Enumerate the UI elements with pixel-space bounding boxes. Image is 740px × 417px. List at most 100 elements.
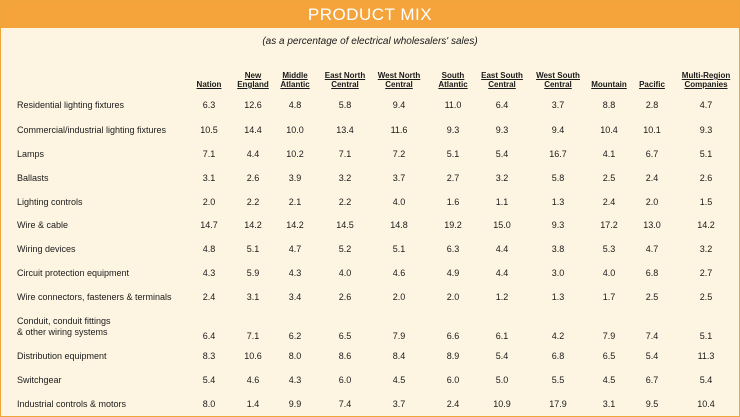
- table-cell: 6.0: [446, 375, 460, 385]
- table-row: Lighting controls 2.0 2.2 2.1 2.2 4.0 1.6 1.1 1.…: [1, 190, 739, 214]
- table-cell: 17.9: [549, 399, 567, 409]
- table-cell: 1.3: [551, 292, 565, 302]
- row-label: Commercial/industrial lighting fixtures: [17, 124, 167, 135]
- column-header: West North Central: [372, 59, 426, 89]
- table-cell: 4.7: [288, 244, 302, 254]
- table-cell: 7.1: [246, 331, 260, 341]
- table-cell: 16.7: [549, 149, 567, 159]
- table-cell: 4.0: [338, 268, 352, 278]
- table-cell: 3.1: [602, 399, 616, 409]
- table-cell: 4.7: [699, 100, 713, 110]
- table-cell: 1.4: [246, 399, 260, 409]
- row-label: Wire connectors, fasteners & terminals: [17, 291, 172, 302]
- table-cell: 3.7: [392, 173, 406, 183]
- row-label: Industrial controls & motors: [17, 398, 127, 409]
- row-label: Circuit protection equipment: [17, 267, 130, 278]
- table-cell: 4.7: [645, 244, 659, 254]
- table-cell: 4.6: [246, 375, 260, 385]
- column-header: Multi-Region Companies: [679, 59, 733, 89]
- table-cell: 3.1: [202, 173, 216, 183]
- column-header: Middle Atlantic: [268, 59, 322, 89]
- table-cell: 2.5: [699, 292, 713, 302]
- table-cell: 4.4: [495, 244, 509, 254]
- column-header-label: Multi-Region Companies: [681, 71, 731, 89]
- table-cell: 2.2: [338, 197, 352, 207]
- table-cell: 9.3: [551, 220, 565, 230]
- table-cell: 6.6: [446, 331, 460, 341]
- row-label: Lighting controls: [17, 196, 83, 207]
- table-cell: 10.0: [286, 125, 304, 135]
- table-cell: 7.2: [392, 149, 406, 159]
- table-cell: 4.8: [202, 244, 216, 254]
- table-subtitle: (as a percentage of electrical wholesale…: [262, 36, 478, 47]
- table-cell: 1.7: [602, 292, 616, 302]
- table-cell: 3.7: [392, 399, 406, 409]
- table-cell: 10.2: [286, 149, 304, 159]
- table-row: Commercial/industrial lighting fixtures 1…: [1, 118, 739, 142]
- table-row: Wire connectors, fasteners & terminals 2.…: [1, 285, 739, 309]
- table-row: Industrial controls & motors 8.0 1.4 9.9 7.4…: [1, 392, 739, 416]
- table-row: Distribution equipment 8.3 10.6 8.0 8.6 8.4 8.…: [1, 344, 739, 368]
- table-cell: 2.7: [699, 268, 713, 278]
- table-cell: 4.1: [602, 149, 616, 159]
- table-cell: 4.4: [495, 268, 509, 278]
- table-cell: 2.4: [202, 292, 216, 302]
- table-cell: 9.9: [288, 399, 302, 409]
- table-cell: 6.3: [446, 244, 460, 254]
- table-cell: 5.4: [699, 375, 713, 385]
- table-cell: 8.9: [446, 351, 460, 361]
- table-cell: 5.8: [551, 173, 565, 183]
- table-cell: 2.2: [246, 197, 260, 207]
- table-cell: 3.2: [495, 173, 509, 183]
- table-cell: 2.5: [602, 173, 616, 183]
- table-cell: 6.5: [338, 331, 352, 341]
- column-header-label: Nation: [196, 80, 222, 89]
- table-cell: 5.1: [699, 149, 713, 159]
- table-cell: 4.4: [246, 149, 260, 159]
- table-cell: 6.3: [202, 100, 216, 110]
- table-cell: 2.1: [288, 197, 302, 207]
- table-cell: 5.4: [645, 351, 659, 361]
- table-cell: 7.9: [602, 331, 616, 341]
- table-cell: 2.4: [446, 399, 460, 409]
- table-cell: 9.3: [699, 125, 713, 135]
- column-header-label: West South Central: [536, 71, 580, 89]
- row-label: Conduit, conduit fittings & other wiring…: [17, 316, 111, 337]
- column-header-label: East South Central: [481, 71, 523, 89]
- table-cell: 6.7: [645, 375, 659, 385]
- table-cell: 6.4: [495, 100, 509, 110]
- column-header: South Atlantic: [426, 59, 480, 89]
- column-header-label: New England: [237, 71, 269, 89]
- table-cell: 14.2: [286, 220, 304, 230]
- table-cell: 4.0: [602, 268, 616, 278]
- table-cell: 5.1: [392, 244, 406, 254]
- row-label: Wiring devices: [17, 243, 76, 254]
- table-cell: 7.1: [338, 149, 352, 159]
- table-cell: 10.9: [493, 399, 511, 409]
- table-cell: 5.5: [551, 375, 565, 385]
- table-cell: 4.9: [446, 268, 460, 278]
- column-header-label: South Atlantic: [438, 71, 468, 89]
- table-cell: 10.4: [600, 125, 618, 135]
- table-cell: 3.2: [699, 244, 713, 254]
- table-cell: 5.8: [338, 100, 352, 110]
- table-cell: 1.1: [495, 197, 509, 207]
- table-cell: 9.3: [446, 125, 460, 135]
- table-cell: 2.0: [645, 197, 659, 207]
- table-cell: 10.1: [643, 125, 661, 135]
- table-cell: 6.8: [645, 268, 659, 278]
- table-cell: 5.1: [446, 149, 460, 159]
- table-cell: 8.8: [602, 100, 616, 110]
- table-cell: 5.9: [246, 268, 260, 278]
- row-label: Distribution equipment: [17, 350, 107, 361]
- table-row: Lamps 7.1 4.4 10.2 7.1 7.2 5.1 5.4 16.7 4.1 6.7 5.1: [1, 142, 739, 166]
- table-cell: 6.5: [602, 351, 616, 361]
- table-cell: 4.3: [202, 268, 216, 278]
- table-cell: 1.2: [495, 292, 509, 302]
- table-cell: 10.4: [697, 399, 715, 409]
- table-cell: 14.8: [390, 220, 408, 230]
- table-cell: 14.4: [244, 125, 262, 135]
- table-cell: 14.2: [244, 220, 262, 230]
- row-label: Ballasts: [17, 172, 49, 183]
